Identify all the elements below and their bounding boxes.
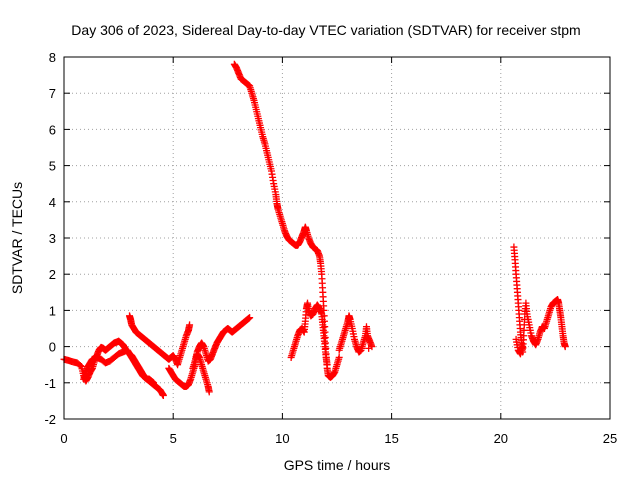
data-point-marker bbox=[561, 343, 569, 351]
y-tick-label: 6 bbox=[49, 122, 56, 137]
y-tick-label: 3 bbox=[49, 231, 56, 246]
chart-title: Day 306 of 2023, Sidereal Day-to-day VTE… bbox=[71, 22, 580, 38]
x-axis-label: GPS time / hours bbox=[284, 457, 391, 473]
y-tick-label: 5 bbox=[49, 159, 56, 174]
data-points bbox=[60, 60, 569, 399]
data-point-marker bbox=[519, 343, 527, 351]
y-tick-label: 0 bbox=[49, 340, 56, 355]
x-axis-ticks: 0 5 10 15 20 25 bbox=[60, 57, 617, 446]
x-tick-label: 5 bbox=[170, 431, 177, 446]
y-tick-label: 2 bbox=[49, 267, 56, 282]
y-axis-ticks: -2 -1 0 1 2 3 4 5 6 7 8 bbox=[44, 50, 610, 427]
y-tick-label: -1 bbox=[44, 376, 56, 391]
x-tick-label: 20 bbox=[494, 431, 508, 446]
data-point-marker bbox=[150, 379, 158, 387]
data-point-marker bbox=[186, 321, 194, 329]
y-tick-label: 1 bbox=[49, 303, 56, 318]
y-tick-label: 7 bbox=[49, 86, 56, 101]
data-point-marker bbox=[159, 391, 167, 399]
data-point-marker bbox=[246, 314, 254, 322]
y-tick-label: 8 bbox=[49, 50, 56, 65]
data-point-marker bbox=[365, 344, 373, 352]
x-tick-label: 0 bbox=[60, 431, 67, 446]
x-tick-label: 10 bbox=[275, 431, 289, 446]
x-tick-label: 15 bbox=[384, 431, 398, 446]
x-tick-label: 25 bbox=[603, 431, 617, 446]
data-point-marker bbox=[323, 361, 331, 369]
data-point-marker bbox=[205, 388, 213, 396]
data-point-marker bbox=[76, 362, 84, 370]
y-tick-label: -2 bbox=[44, 412, 56, 427]
data-point-marker bbox=[335, 353, 343, 361]
y-axis-label: SDTVAR / TECUs bbox=[9, 182, 25, 294]
y-tick-label: 4 bbox=[49, 195, 56, 210]
